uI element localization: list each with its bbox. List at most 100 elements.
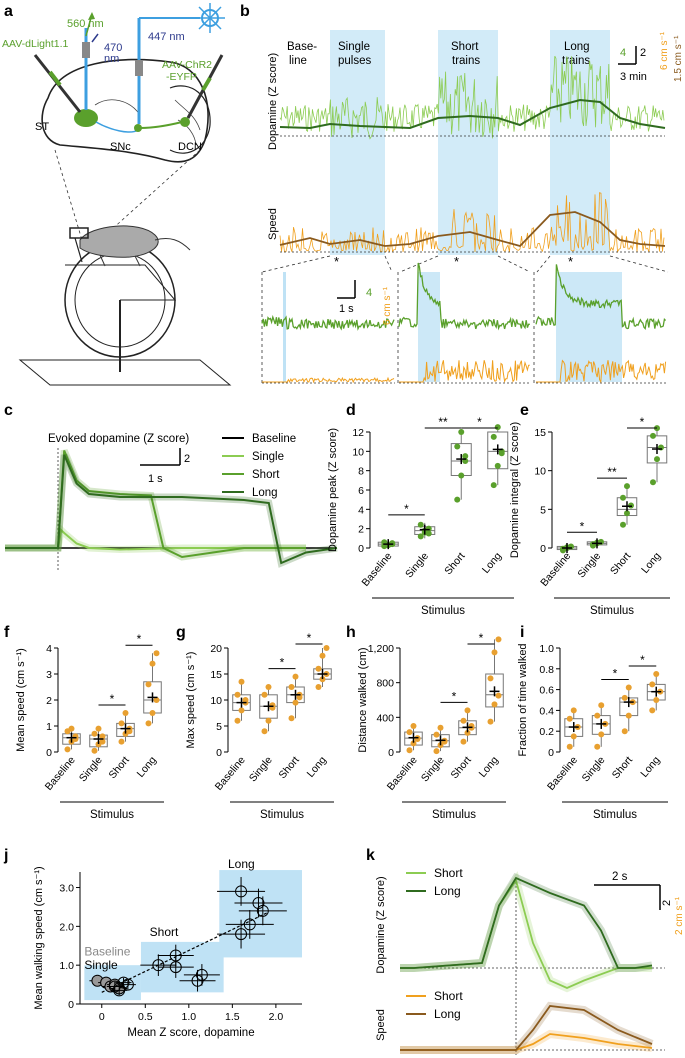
point-i-2-1 [625, 712, 632, 719]
k-ylabel-bottom: Speed [375, 1009, 387, 1041]
box-panel-d: 0 2 4 6 8 10 12 Dopamine peak (Z score) Baseline… [327, 415, 514, 617]
st-region [74, 109, 98, 127]
xlabel-g: Stimulus [260, 809, 304, 821]
xtick-g-0: Baseline [213, 754, 248, 793]
inset-long-speed [536, 359, 667, 384]
speed-ylabel: Speed [267, 208, 279, 240]
panel-label-e: e [520, 402, 529, 419]
point-h-0-5 [414, 736, 421, 742]
j-label-baseline: Baseline [84, 944, 130, 958]
xtick-d-3: Long [480, 550, 504, 576]
j-xtick-1: 0.5 [138, 1011, 153, 1023]
epoch-label-baseline-1: Base- [287, 41, 317, 53]
ytick-g-2: 10 [210, 695, 222, 707]
point-h-3-3 [487, 675, 494, 682]
point-g-3-4 [319, 652, 326, 659]
epoch-label-single-2: pulses [338, 55, 371, 67]
label-chr2: AAV-ChR2 [162, 59, 212, 71]
point-d-3-3 [490, 433, 497, 440]
inset-short-dopamine [398, 262, 530, 331]
dopamine-raw-trace [279, 55, 665, 140]
point-e-3-1 [654, 456, 660, 463]
ytick-f-1: 1 [46, 721, 52, 733]
ylabel-h: Distance walked (cm) [357, 647, 369, 752]
panel-label-h: h [346, 624, 356, 641]
xlabel-h: Stimulus [432, 809, 476, 821]
point-h-3-0 [487, 718, 494, 725]
panel-c-evoked-dopamine: Evoked dopamine (Z score) 2 1 s Baseline… [5, 433, 338, 570]
j-xlabel: Mean Z score, dopamine [127, 1027, 254, 1039]
ylabel-g: Max speed (cm s⁻¹) [185, 652, 197, 749]
snc-region [134, 124, 142, 132]
epoch-single-shade [330, 30, 385, 255]
point-f-1-4 [95, 725, 102, 732]
point-g-1-0 [261, 728, 268, 735]
c-legend-label-short: Short [252, 469, 280, 481]
point-h-0-4 [410, 723, 417, 729]
inset-single-speed [262, 376, 395, 384]
ytick-i-3: 0.6 [539, 685, 554, 697]
panel-label-f: f [4, 624, 10, 641]
k-speed-line-long [400, 1005, 653, 1051]
point-i-2-3 [621, 694, 628, 701]
j-box-long [219, 870, 302, 958]
point-f-1-3 [91, 730, 98, 737]
k-scale-y: 2 [661, 900, 673, 906]
point-i-3-4 [653, 671, 660, 677]
ytick-i-0: 0 [548, 747, 554, 759]
point-i-3-1 [653, 697, 660, 703]
epoch-label-short-1: Short [451, 41, 479, 53]
j-point-long-1 [252, 897, 265, 910]
point-g-1-3 [261, 691, 268, 698]
xtick-f-0: Baseline [43, 754, 78, 793]
j-point-short-0 [152, 959, 165, 972]
point-f-3-4 [149, 660, 156, 667]
label-470-nm: nm [104, 53, 119, 65]
point-f-2-5 [126, 728, 133, 735]
j-label-single: Single [84, 958, 118, 972]
point-g-3-5 [323, 645, 330, 651]
ytick-e-3: 15 [534, 427, 546, 439]
point-i-3-3 [649, 681, 656, 688]
mouse-on-wheel-icon [18, 225, 232, 386]
xtick-i-3: Long [638, 754, 662, 780]
j-xtick-3: 1.5 [225, 1011, 240, 1023]
ytick-f-0: 0 [46, 747, 52, 759]
ytick-e-1: 5 [540, 504, 546, 516]
point-g-2-5 [296, 694, 303, 701]
point-g-0-3 [234, 691, 241, 698]
ytick-f-3: 3 [46, 669, 52, 681]
j-ylabel: Mean walking speed (cm s⁻¹) [33, 866, 45, 1009]
sig-star-e-0: * [580, 519, 585, 533]
point-i-0-4 [570, 707, 577, 714]
j-point-single-0 [113, 984, 126, 997]
point-g-2-3 [288, 684, 295, 690]
ytick-i-2: 0.4 [539, 705, 554, 717]
c-scale-x: 1 s [148, 473, 163, 485]
c-line-long [5, 454, 338, 565]
point-f-3-1 [149, 710, 156, 716]
inset-long-dopamine [535, 264, 667, 331]
j-point-long-3 [243, 918, 256, 931]
point-f-1-2 [99, 733, 106, 740]
ytick-i-4: 0.8 [539, 664, 554, 676]
ytick-h-1: 400 [376, 712, 394, 724]
point-d-2-1 [458, 472, 465, 479]
point-h-1-3 [433, 731, 440, 738]
ytick-d-1: 2 [358, 524, 364, 536]
point-g-2-4 [292, 673, 299, 680]
j-xtick-2: 1.0 [182, 1011, 197, 1023]
panel-label-k: k [366, 847, 375, 864]
inset-short-speed [399, 360, 530, 383]
panel-label-j: j [3, 847, 8, 864]
panel-b-traces: Base- line Single pulses Short trains Lo… [261, 30, 684, 385]
point-i-1-1 [598, 731, 605, 738]
sig-star-i-1: * [640, 653, 645, 667]
point-e-2-3 [620, 494, 626, 501]
ytick-g-3: 15 [210, 669, 222, 681]
label-chr2-eyfp: -EYFP [166, 71, 197, 83]
box-panel-g: 0 5 10 15 20 Max speed (cm s⁻¹) Baseline Single… [185, 631, 334, 821]
j-ytick-0: 0 [68, 999, 74, 1011]
